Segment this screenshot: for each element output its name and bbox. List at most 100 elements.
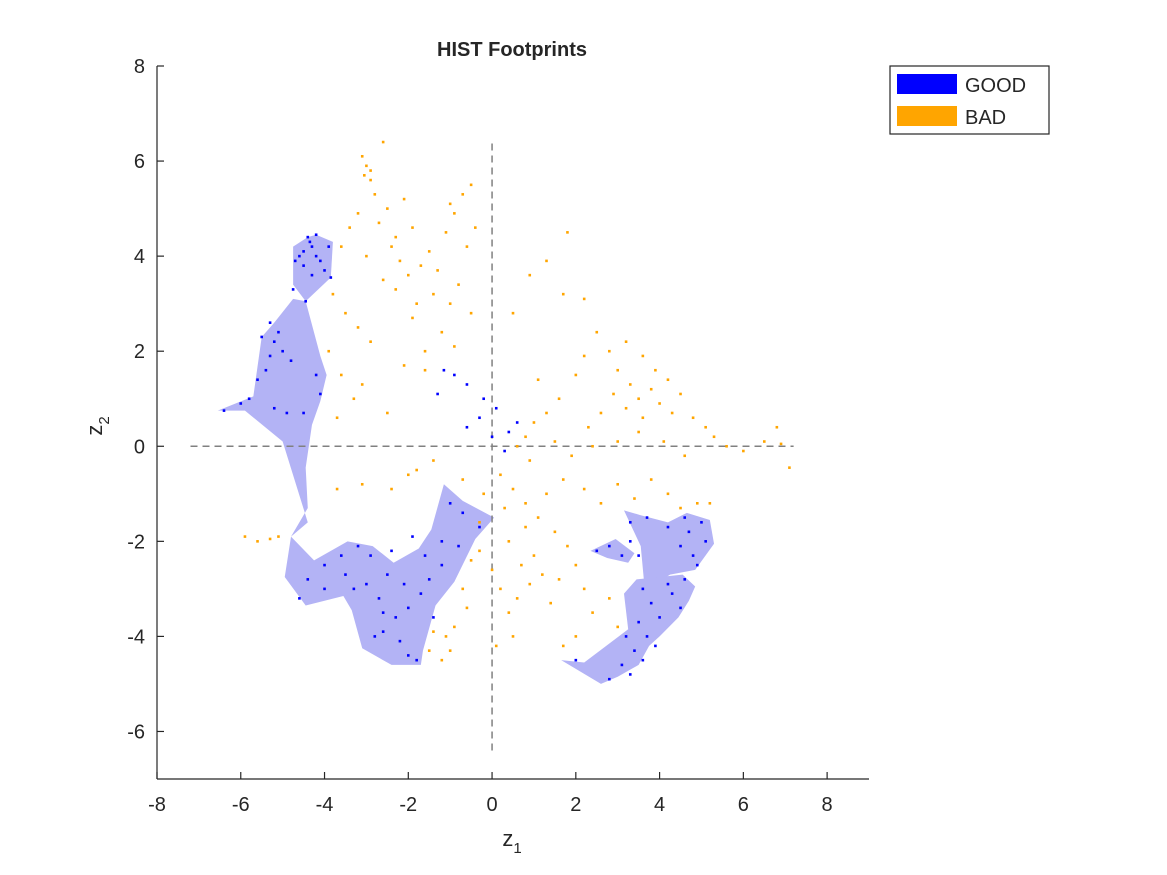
point-bad [637, 397, 640, 401]
point-bad [427, 649, 431, 652]
point-bad [474, 226, 477, 229]
point-good [442, 368, 446, 372]
point-good [291, 288, 295, 291]
point-good [239, 402, 243, 405]
point-good [574, 658, 578, 662]
point-good [319, 392, 322, 396]
point-bad [360, 383, 364, 386]
point-bad [402, 364, 406, 367]
point-good [293, 259, 297, 263]
point-bad [503, 506, 506, 510]
point-bad [363, 174, 366, 177]
legend-swatch-bad [897, 106, 957, 126]
point-bad [511, 487, 515, 491]
point-bad [616, 368, 620, 372]
point-bad [541, 573, 544, 576]
y-tick-label: 8 [134, 56, 145, 78]
footprint-polygon [284, 484, 495, 665]
point-good [628, 521, 632, 524]
point-bad [478, 521, 481, 524]
point-bad [561, 292, 565, 296]
point-good [620, 663, 624, 667]
point-bad [461, 193, 465, 196]
point-bad [444, 231, 448, 234]
point-bad [365, 254, 368, 258]
point-good [624, 635, 628, 638]
point-bad [616, 440, 620, 443]
point-good [645, 516, 649, 519]
point-bad [469, 559, 473, 562]
point-bad [419, 264, 423, 267]
point-bad [557, 397, 561, 401]
point-good [406, 606, 410, 610]
point-bad [432, 292, 435, 296]
point-bad [520, 563, 523, 567]
point-bad [624, 340, 628, 343]
x-tick-label: -8 [148, 794, 166, 816]
point-good [377, 597, 381, 600]
point-good [695, 563, 699, 567]
point-good [281, 349, 284, 353]
point-good [641, 587, 645, 591]
point-good [314, 233, 318, 237]
point-bad [545, 492, 548, 496]
point-bad [386, 411, 389, 415]
point-good [666, 582, 670, 586]
point-bad [499, 473, 502, 477]
point-good [628, 673, 632, 676]
x-tick-label: -4 [316, 794, 334, 816]
point-bad [457, 283, 460, 286]
point-bad [411, 226, 414, 229]
point-good [381, 611, 385, 614]
point-good [329, 276, 333, 279]
point-good [268, 354, 272, 358]
good-footprints [217, 234, 715, 684]
point-bad [360, 482, 364, 486]
point-bad [423, 368, 427, 372]
point-bad [549, 601, 552, 605]
point-bad [662, 440, 666, 443]
point-bad [381, 278, 385, 282]
point-good [306, 235, 310, 239]
point-good [411, 535, 414, 538]
point-bad [649, 478, 653, 481]
point-bad [268, 537, 272, 541]
point-good [260, 335, 264, 339]
point-good [683, 578, 687, 581]
point-good [268, 321, 272, 324]
point-bad [712, 435, 716, 439]
point-good [308, 240, 312, 244]
point-bad [465, 245, 469, 248]
point-bad [591, 611, 594, 614]
point-bad [423, 349, 427, 353]
point-bad [528, 459, 532, 462]
point-bad [536, 516, 540, 519]
point-bad [612, 392, 615, 396]
point-bad [762, 440, 766, 443]
point-good [700, 521, 703, 524]
point-good [327, 245, 331, 248]
x-tick-label: 8 [822, 794, 833, 816]
point-bad [344, 311, 347, 315]
point-good [687, 530, 691, 534]
point-bad [666, 492, 670, 496]
point-bad [394, 288, 398, 291]
point-bad [440, 658, 444, 662]
point-bad [448, 649, 452, 652]
x-tick-label: -6 [232, 794, 250, 816]
point-bad [440, 330, 444, 334]
point-good [222, 409, 226, 412]
point-good [398, 639, 402, 643]
point-bad [331, 292, 335, 296]
point-good [432, 616, 435, 619]
point-bad [599, 411, 603, 415]
point-bad [582, 587, 586, 591]
legend: GOOD BAD [889, 65, 1050, 135]
point-good [595, 549, 599, 553]
point-good [637, 620, 640, 624]
point-bad [339, 245, 343, 248]
point-bad [256, 540, 259, 543]
footprint-polygon [590, 538, 635, 563]
point-good [670, 592, 674, 595]
point-bad [469, 183, 473, 187]
